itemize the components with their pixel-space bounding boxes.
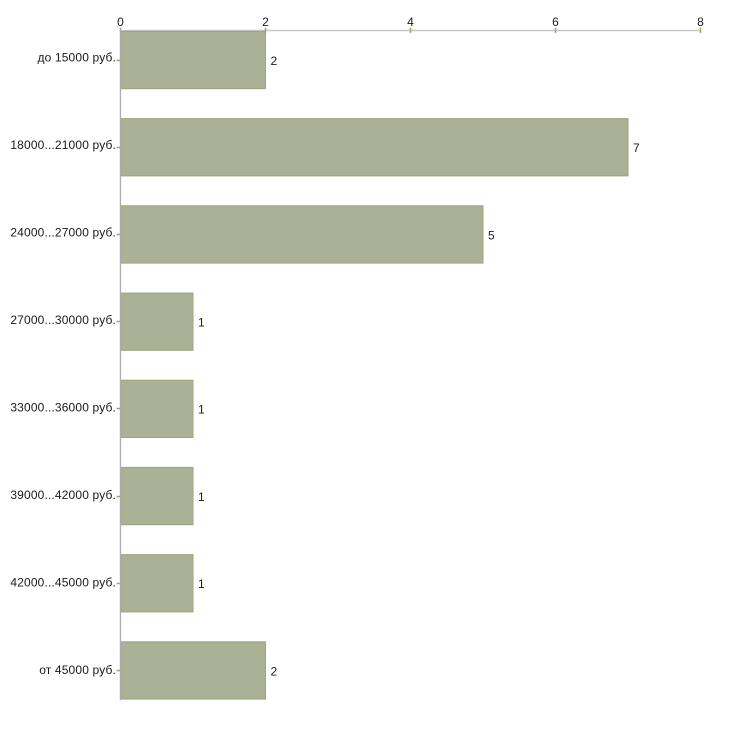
- svg-text:42000...45000 руб.: 42000...45000 руб.: [10, 576, 116, 590]
- svg-text:от 45000 руб.: от 45000 руб.: [39, 663, 116, 677]
- svg-text:1: 1: [198, 403, 205, 417]
- svg-text:до 15000 руб.: до 15000 руб.: [37, 51, 116, 65]
- svg-text:8: 8: [697, 15, 704, 29]
- svg-text:5: 5: [488, 228, 495, 242]
- svg-text:1: 1: [198, 577, 205, 591]
- svg-text:4: 4: [407, 15, 414, 29]
- svg-text:39000...42000 руб.: 39000...42000 руб.: [10, 488, 116, 502]
- svg-text:24000...27000 руб.: 24000...27000 руб.: [10, 226, 116, 240]
- svg-text:0: 0: [117, 15, 124, 29]
- svg-text:33000...36000 руб.: 33000...36000 руб.: [10, 401, 116, 415]
- svg-text:27000...30000 руб.: 27000...30000 руб.: [10, 313, 116, 327]
- svg-text:2: 2: [262, 15, 269, 29]
- svg-text:7: 7: [633, 141, 640, 155]
- svg-text:18000...21000 руб.: 18000...21000 руб.: [10, 138, 116, 152]
- svg-text:6: 6: [552, 15, 559, 29]
- svg-text:1: 1: [198, 316, 205, 330]
- svg-text:1: 1: [198, 490, 205, 504]
- svg-text:2: 2: [271, 664, 278, 678]
- svg-text:2: 2: [271, 54, 278, 68]
